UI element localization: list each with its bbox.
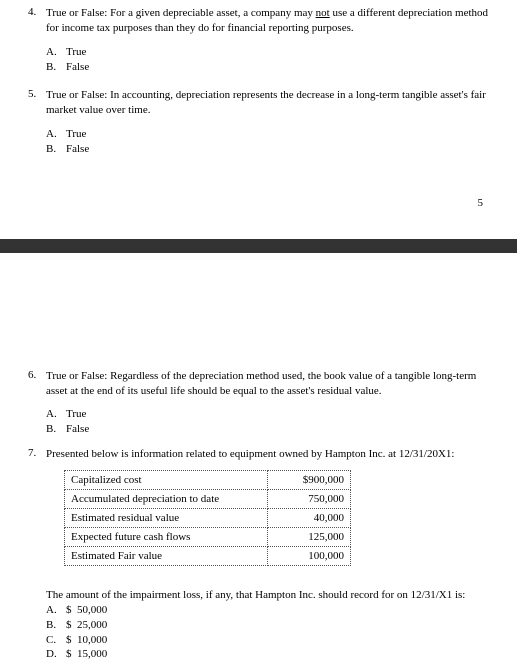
q7-option-d[interactable]: D. $ 15,000 bbox=[46, 647, 489, 662]
page-number: 5 bbox=[28, 197, 489, 209]
q4-option-a[interactable]: A. True bbox=[46, 45, 489, 60]
option-letter: A. bbox=[46, 127, 66, 142]
q4-option-b[interactable]: B. False bbox=[46, 60, 489, 75]
option-letter: B. bbox=[46, 60, 66, 75]
option-label: $ 50,000 bbox=[66, 603, 107, 618]
q7-option-c[interactable]: C. $ 10,000 bbox=[46, 633, 489, 648]
q7-after-text: The amount of the impairment loss, if an… bbox=[46, 588, 489, 603]
page-lower: 6. True or False: Regardless of the depr… bbox=[0, 363, 517, 672]
option-label: $ 25,000 bbox=[66, 618, 107, 633]
page-divider bbox=[0, 239, 517, 253]
question-6: 6. True or False: Regardless of the depr… bbox=[28, 369, 489, 437]
q6-text: True or False: Regardless of the depreci… bbox=[46, 369, 489, 399]
q6-option-b[interactable]: B. False bbox=[46, 422, 489, 437]
option-label: $ 15,000 bbox=[66, 647, 107, 662]
option-letter: A. bbox=[46, 45, 66, 60]
q7-body: Presented below is information related t… bbox=[46, 447, 489, 462]
option-letter: B. bbox=[46, 618, 66, 633]
table-cell-label: Estimated Fair value bbox=[65, 546, 268, 565]
table-cell-label: Capitalized cost bbox=[65, 470, 268, 489]
q6-body: True or False: Regardless of the depreci… bbox=[46, 369, 489, 437]
table-row: Estimated Fair value 100,000 bbox=[65, 546, 351, 565]
q4-options: A. True B. False bbox=[46, 45, 489, 75]
table-cell-label: Expected future cash flows bbox=[65, 527, 268, 546]
option-letter: B. bbox=[46, 142, 66, 157]
table-cell-label: Accumulated depreciation to date bbox=[65, 489, 268, 508]
question-7: 7. Presented below is information relate… bbox=[28, 447, 489, 462]
table-cell-value: 100,000 bbox=[268, 546, 351, 565]
q5-option-a[interactable]: A. True bbox=[46, 127, 489, 142]
q6-option-a[interactable]: A. True bbox=[46, 407, 489, 422]
table-row: Capitalized cost $900,000 bbox=[65, 470, 351, 489]
q5-option-b[interactable]: B. False bbox=[46, 142, 489, 157]
option-label: $ 10,000 bbox=[66, 633, 107, 648]
page-upper: 4. True or False: For a given depreciabl… bbox=[0, 0, 517, 239]
q7-number: 7. bbox=[28, 447, 46, 462]
table-row: Expected future cash flows 125,000 bbox=[65, 527, 351, 546]
option-label: False bbox=[66, 422, 89, 437]
table-cell-value: 750,000 bbox=[268, 489, 351, 508]
option-label: False bbox=[66, 142, 89, 157]
q5-number: 5. bbox=[28, 88, 46, 156]
option-letter: D. bbox=[46, 647, 66, 662]
option-label: True bbox=[66, 45, 86, 60]
q4-text-not: not bbox=[316, 7, 330, 19]
option-label: True bbox=[66, 407, 86, 422]
table-cell-value: $900,000 bbox=[268, 470, 351, 489]
question-4: 4. True or False: For a given depreciabl… bbox=[28, 6, 489, 74]
option-letter: B. bbox=[46, 422, 66, 437]
table-cell-value: 125,000 bbox=[268, 527, 351, 546]
q4-text-a: True or False: For a given depreciable a… bbox=[46, 7, 316, 19]
q5-options: A. True B. False bbox=[46, 127, 489, 157]
top-margin-spacer bbox=[0, 253, 517, 363]
option-label: False bbox=[66, 60, 89, 75]
option-letter: C. bbox=[46, 633, 66, 648]
q7-option-a[interactable]: A. $ 50,000 bbox=[46, 603, 489, 618]
table-row: Accumulated depreciation to date 750,000 bbox=[65, 489, 351, 508]
table-cell-label: Estimated residual value bbox=[65, 508, 268, 527]
option-letter: A. bbox=[46, 407, 66, 422]
table-row: Estimated residual value 40,000 bbox=[65, 508, 351, 527]
q7-text: Presented below is information related t… bbox=[46, 447, 489, 462]
q4-text: True or False: For a given depreciable a… bbox=[46, 6, 489, 36]
table-cell-value: 40,000 bbox=[268, 508, 351, 527]
option-label: True bbox=[66, 127, 86, 142]
q6-number: 6. bbox=[28, 369, 46, 437]
q4-number: 4. bbox=[28, 6, 46, 74]
question-5: 5. True or False: In accounting, depreci… bbox=[28, 88, 489, 156]
q7-table: Capitalized cost $900,000 Accumulated de… bbox=[64, 470, 351, 566]
q6-options: A. True B. False bbox=[46, 407, 489, 437]
q5-body: True or False: In accounting, depreciati… bbox=[46, 88, 489, 156]
q7-followup: The amount of the impairment loss, if an… bbox=[28, 588, 489, 662]
option-letter: A. bbox=[46, 603, 66, 618]
q4-body: True or False: For a given depreciable a… bbox=[46, 6, 489, 74]
q7-option-b[interactable]: B. $ 25,000 bbox=[46, 618, 489, 633]
q5-text: True or False: In accounting, depreciati… bbox=[46, 88, 489, 118]
